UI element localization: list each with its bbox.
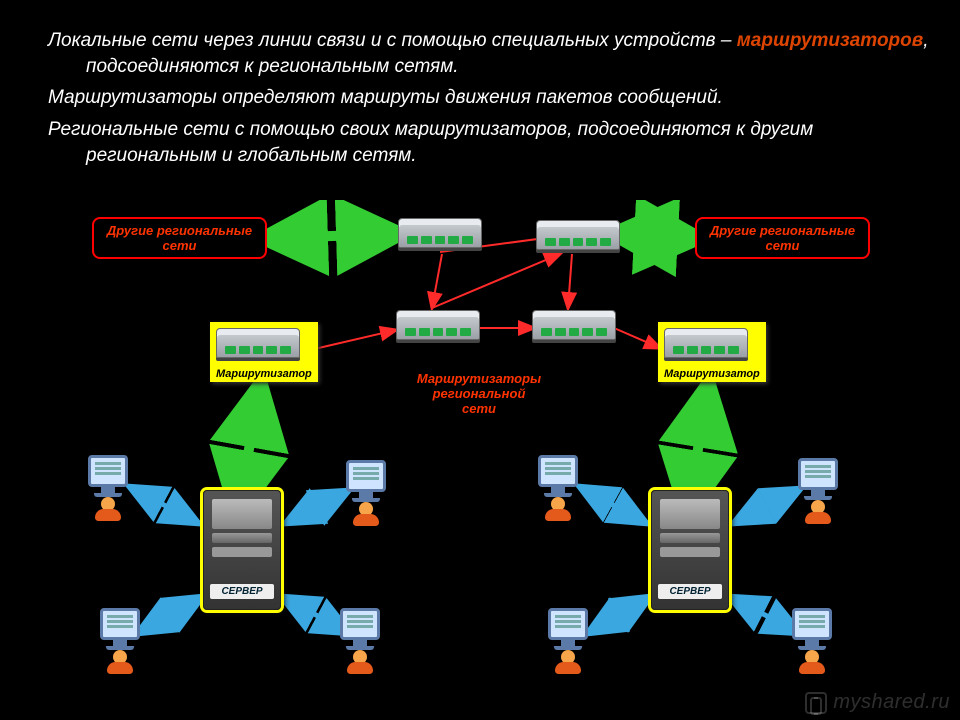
client-workstation: [540, 608, 596, 672]
client-workstation: [92, 608, 148, 672]
network-diagram: Другие региональные сети Другие регионал…: [0, 200, 960, 700]
client-workstation: [530, 455, 586, 519]
router-icon: [664, 328, 748, 366]
router-card-caption: Маршрутизатор: [664, 368, 760, 380]
intro-text: Локальные сети через линии связи и с пом…: [0, 0, 960, 184]
watermark-text: myshared.ru: [833, 691, 950, 713]
other-regional-label: Другие региональные сети: [107, 223, 252, 253]
router-icon: [216, 328, 300, 366]
other-regional-box-right: Другие региональные сети: [695, 217, 870, 259]
client-workstation: [332, 608, 388, 672]
p1-highlight: маршрутизаторов: [737, 30, 924, 51]
router-card-caption: Маршрутизатор: [216, 368, 312, 380]
server-right: СЕРВЕР: [640, 490, 740, 610]
paragraph-2: Маршрутизаторы определяют маршруты движе…: [30, 85, 930, 111]
regional-router-icon: [396, 310, 480, 348]
regional-router-icon: [536, 220, 620, 258]
watermark-logo-icon: [805, 692, 827, 714]
router-card-left: Маршрутизатор: [210, 322, 318, 382]
client-workstation: [790, 458, 846, 522]
router-card-right: Маршрутизатор: [658, 322, 766, 382]
regional-routers-label: Маршрутизаторы региональной сети: [414, 372, 544, 417]
other-regional-box-left: Другие региональные сети: [92, 217, 267, 259]
server-left: СЕРВЕР: [192, 490, 292, 610]
watermark: myshared.ru: [805, 691, 950, 714]
server-label: СЕРВЕР: [658, 584, 722, 599]
client-workstation: [80, 455, 136, 519]
p1-part-a: Локальные сети через линии связи и с пом…: [48, 30, 737, 51]
regional-router-icon: [532, 310, 616, 348]
client-workstation: [784, 608, 840, 672]
client-workstation: [338, 460, 394, 524]
regional-router-icon: [398, 218, 482, 256]
other-regional-label: Другие региональные сети: [710, 223, 855, 253]
paragraph-3: Региональные сети с помощью своих маршру…: [30, 117, 930, 168]
paragraph-1: Локальные сети через линии связи и с пом…: [30, 28, 930, 79]
server-label: СЕРВЕР: [210, 584, 274, 599]
